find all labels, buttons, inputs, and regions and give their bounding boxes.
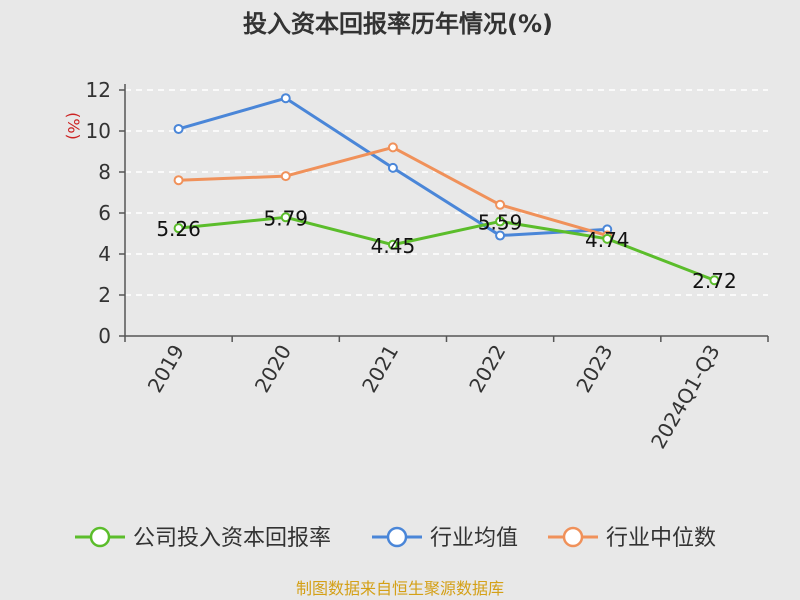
data-label: 2.72 — [692, 269, 737, 293]
chart-title: 投入资本回报率历年情况(%) — [243, 10, 553, 38]
y-tick-label: 6 — [98, 201, 111, 225]
x-tick-labels: 2019 2020 2021 2022 2023 2024Q1-Q3 — [143, 341, 725, 453]
y-tick-label: 2 — [98, 283, 111, 307]
legend-swatch-marker — [386, 526, 408, 548]
series-point — [709, 275, 720, 286]
series-line — [178, 215, 715, 282]
series-point — [495, 199, 506, 210]
legend-swatch-marker — [562, 526, 584, 548]
x-tick-label: 2024Q1-Q3 — [646, 341, 725, 453]
series-point — [495, 230, 506, 241]
legend-swatch-marker — [89, 526, 111, 548]
y-axis-unit: (%) — [64, 112, 83, 140]
x-tick-label: 2022 — [464, 341, 510, 397]
series-point — [173, 123, 184, 134]
y-tick-label: 4 — [98, 242, 111, 266]
axes — [119, 84, 769, 342]
legend-item-label[interactable]: 行业中位数 — [606, 526, 716, 551]
series-point — [173, 223, 184, 234]
series-point — [387, 142, 398, 153]
gridlines — [125, 89, 768, 296]
x-tick-label: 2020 — [250, 341, 296, 397]
data-label: 5.79 — [263, 206, 308, 230]
series-point — [280, 171, 291, 182]
legend-item-label[interactable]: 行业均值 — [430, 526, 518, 551]
data-label: 4.74 — [585, 228, 630, 252]
data-label: 5.59 — [478, 210, 523, 234]
series-point — [280, 212, 291, 223]
x-tick-label: 2019 — [143, 341, 189, 397]
data-labels: 5.26 5.79 4.45 5.59 4.74 2.72 — [156, 206, 736, 293]
y-tick-label: 0 — [98, 324, 111, 348]
data-label: 4.45 — [371, 234, 416, 258]
series-point — [280, 93, 291, 104]
series-point — [387, 239, 398, 250]
y-tick-label: 10 — [86, 119, 111, 143]
legend[interactable]: 公司投入资本回报率 行业均值 行业中位数 — [75, 526, 716, 551]
series-point — [602, 233, 613, 244]
series-point — [387, 162, 398, 173]
x-tick-label: 2023 — [571, 341, 617, 397]
y-tick-labels: 0 2 4 6 8 10 12 — [86, 78, 111, 348]
series-point — [173, 175, 184, 186]
source-note: 制图数据来自恒生聚源数据库 — [296, 579, 504, 598]
y-tick-label: 12 — [86, 78, 111, 102]
legend-item-label[interactable]: 公司投入资本回报率 — [133, 526, 331, 551]
series-lines — [173, 93, 720, 286]
data-label: 5.26 — [156, 217, 201, 241]
series-point — [495, 216, 506, 227]
x-tick-label: 2021 — [357, 341, 403, 397]
y-tick-label: 8 — [98, 160, 111, 184]
